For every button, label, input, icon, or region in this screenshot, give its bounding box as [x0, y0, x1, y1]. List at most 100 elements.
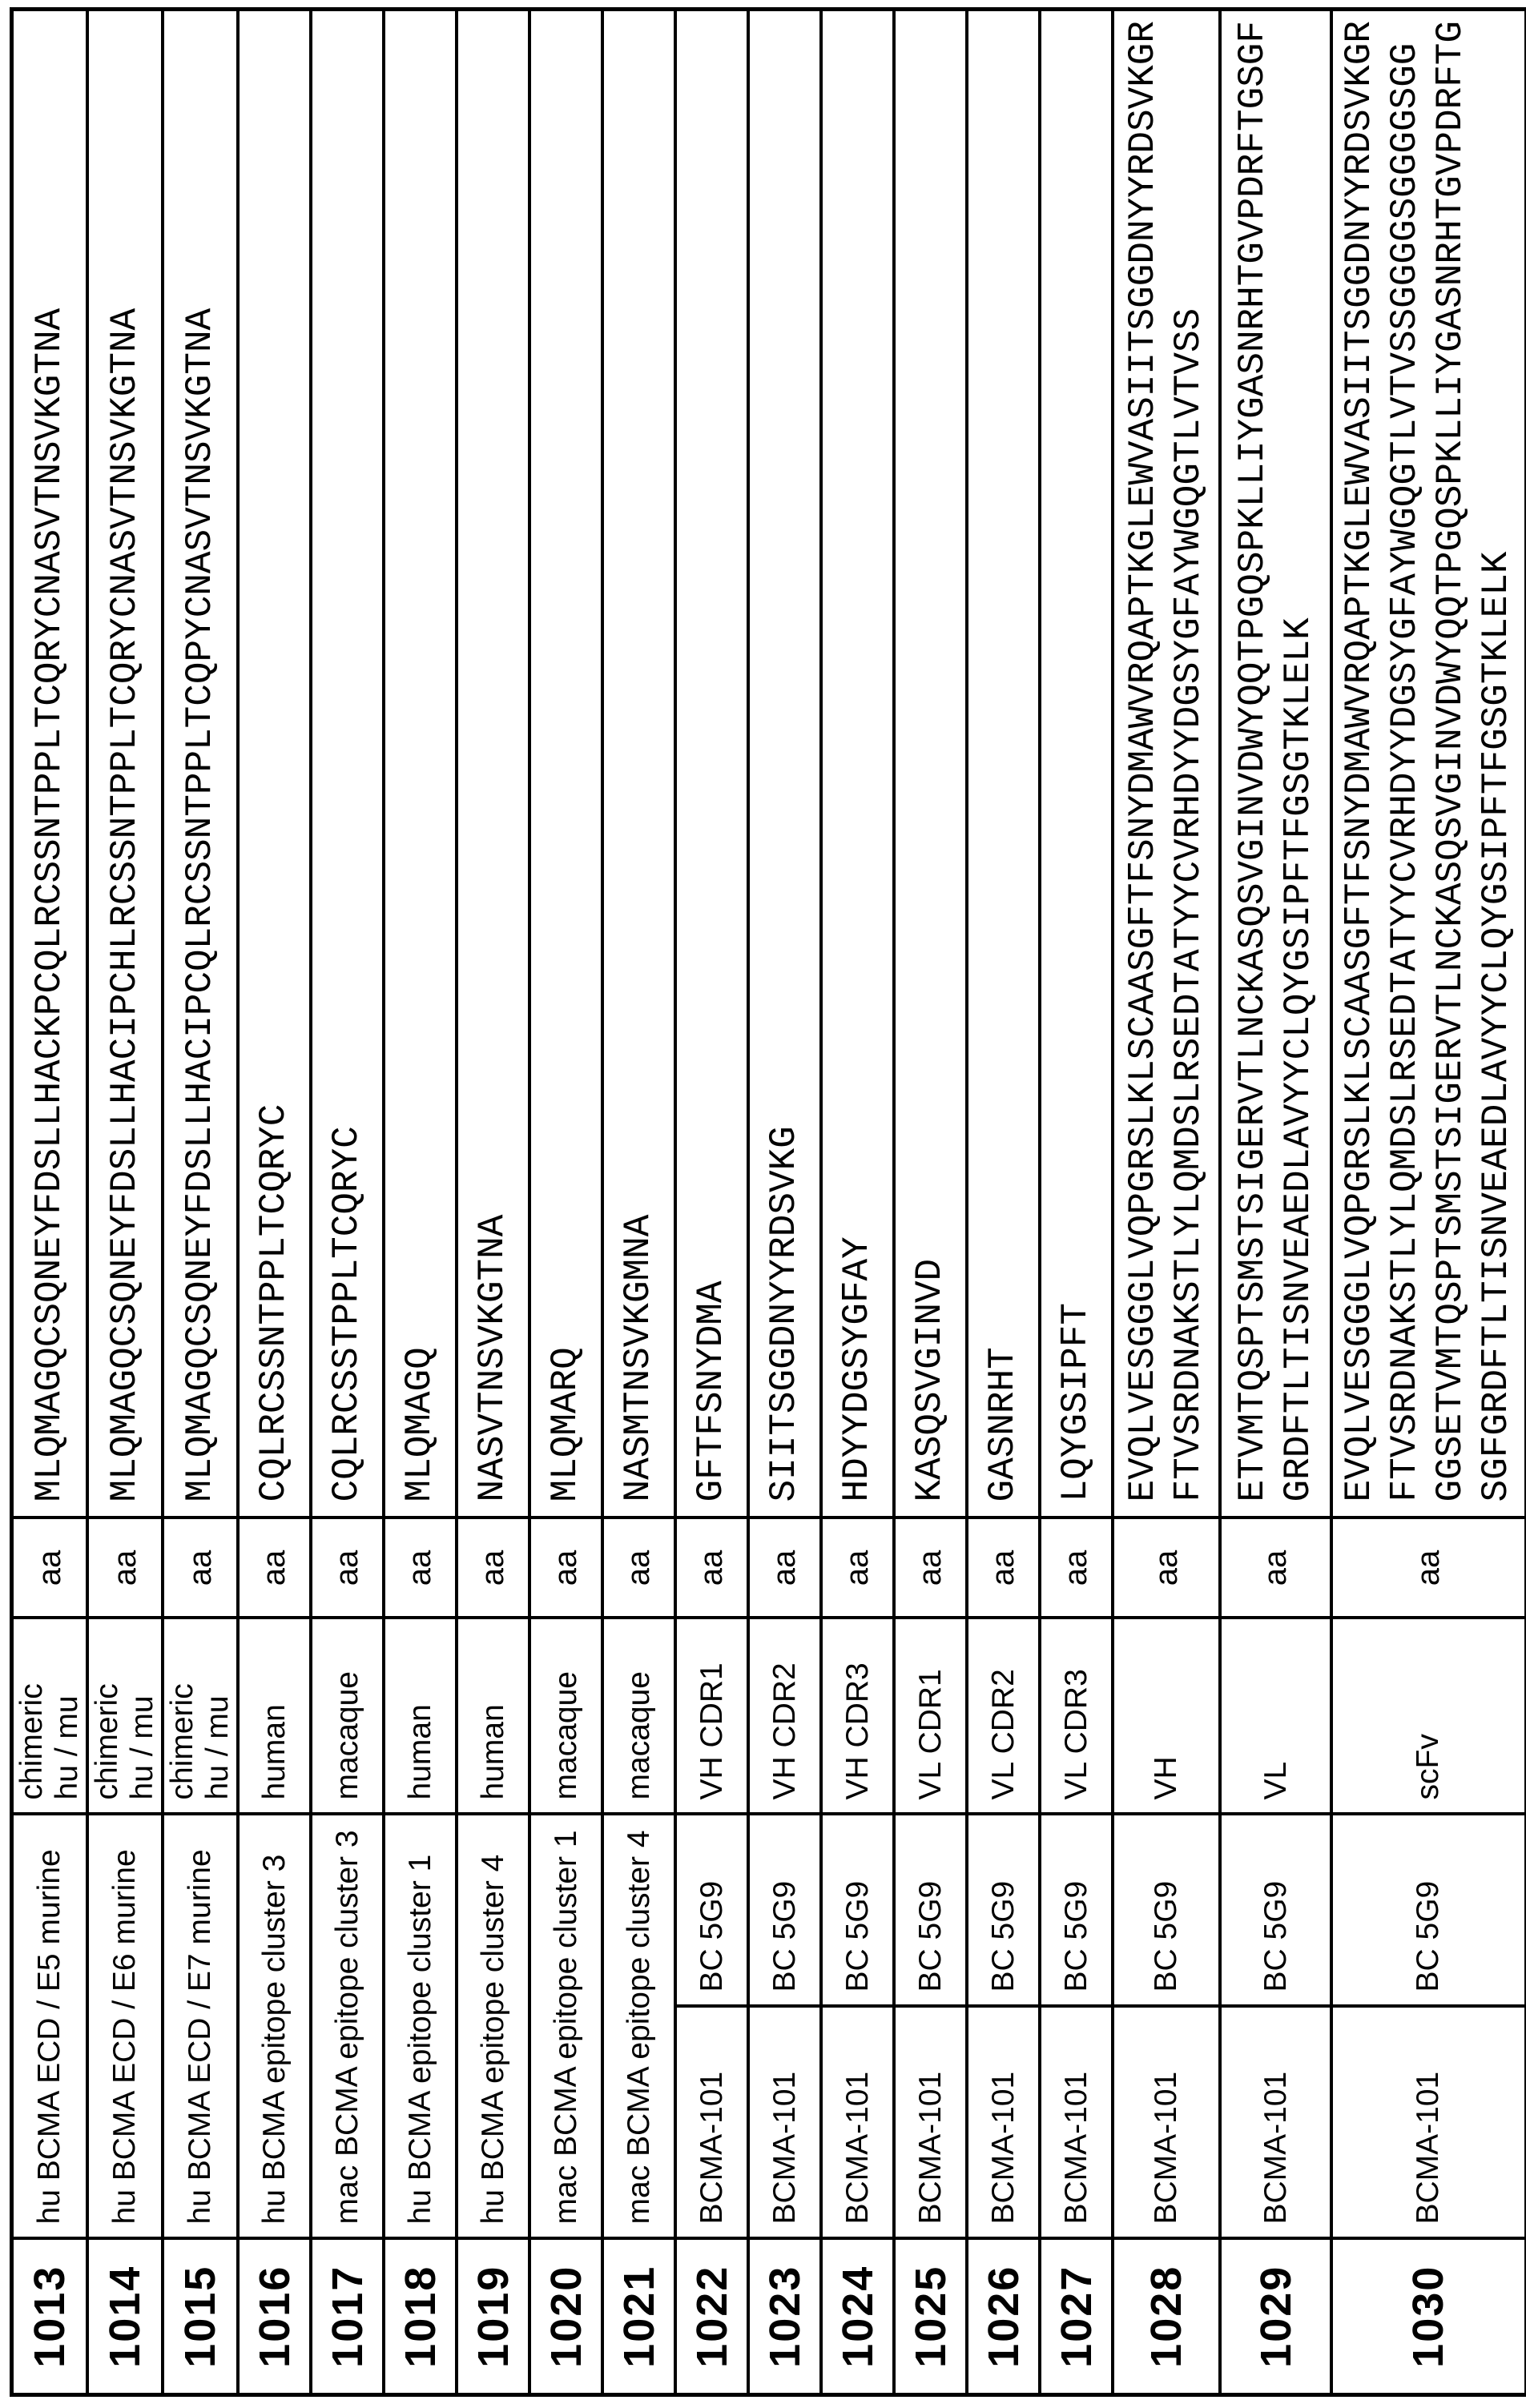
- clone-cell: BC 5G9: [1113, 1814, 1220, 2007]
- sequence-listing-table: 1013 hu BCMA ECD / E5 murine chimeric hu…: [10, 6, 1526, 2397]
- type-cell: VL CDR2: [967, 1618, 1040, 1815]
- molecule-type-cell: aa: [1113, 1518, 1220, 1618]
- sequence-cell: KASQSVGINVD: [894, 9, 967, 1518]
- name-cell: hu BCMA epitope cluster 1: [384, 1814, 457, 2239]
- name-cell: hu BCMA ECD / E6 murine: [87, 1814, 163, 2239]
- sequence-cell: MLQMARQ: [529, 9, 602, 1518]
- sequence-cell: MLQMAGQCSQNEYFDSLLHACIPCQLRCSSNTPPLTCQPY…: [163, 9, 238, 1518]
- sequence-cell: NASVTNSVKGTNA: [457, 9, 529, 1518]
- seq-id-cell: 1014: [87, 2238, 163, 2395]
- type-cell: VH CDR2: [748, 1618, 821, 1815]
- sequence-cell: EVQLVESGGGLVQPGRSLKLSCAASGFTFSNYDMAWVRQA…: [1331, 9, 1526, 1518]
- name-cell: mac BCMA epitope cluster 4: [602, 1814, 675, 2239]
- molecule-type-cell: aa: [967, 1518, 1040, 1618]
- table-row: 1015 hu BCMA ECD / E7 murine chimeric hu…: [163, 9, 238, 2395]
- sequence-cell: ETVMTQSPTSMSTSIGERVTLNCKASQSVGINVDWYQQTP…: [1220, 9, 1331, 1518]
- name-cell: hu BCMA ECD / E7 murine: [163, 1814, 238, 2239]
- molecule-type-cell: aa: [1331, 1518, 1526, 1618]
- seq-id-cell: 1025: [894, 2238, 967, 2395]
- seq-id-cell: 1017: [311, 2238, 384, 2395]
- sequence-cell: CQLRCSSTPPLTCQRYC: [311, 9, 384, 1518]
- type-cell: macaque: [311, 1618, 384, 1815]
- seq-id-cell: 1015: [163, 2238, 238, 2395]
- sequence-cell: MLQMAGQ: [384, 9, 457, 1518]
- table-row: 1029 BCMA-101 BC 5G9 VL aa ETVMTQSPTSMST…: [1220, 9, 1331, 2395]
- table-row: 1018 hu BCMA epitope cluster 1 human aa …: [384, 9, 457, 2395]
- clone-cell: BC 5G9: [821, 1814, 894, 2007]
- molecule-type-cell: aa: [457, 1518, 529, 1618]
- table-row: 1019 hu BCMA epitope cluster 4 human aa …: [457, 9, 529, 2395]
- type-cell: VL CDR3: [1040, 1618, 1113, 1815]
- seq-id-cell: 1026: [967, 2238, 1040, 2395]
- seq-id-cell: 1030: [1331, 2238, 1526, 2395]
- molecule-type-cell: aa: [163, 1518, 238, 1618]
- type-cell: human: [457, 1618, 529, 1815]
- molecule-type-cell: aa: [602, 1518, 675, 1618]
- seq-id-cell: 1023: [748, 2238, 821, 2395]
- type-cell: chimeric hu / mu: [11, 1618, 87, 1815]
- type-cell: macaque: [602, 1618, 675, 1815]
- clone-cell: BC 5G9: [748, 1814, 821, 2007]
- type-cell: human: [238, 1618, 311, 1815]
- molecule-type-cell: aa: [238, 1518, 311, 1618]
- molecule-type-cell: aa: [384, 1518, 457, 1618]
- table-row: 1020 mac BCMA epitope cluster 1 macaque …: [529, 9, 602, 2395]
- sequence-cell: MLQMAGQCSQNEYFDSLLHACIPCHLRCSSNTPPLTCQRY…: [87, 9, 163, 1518]
- table-row: 1014 hu BCMA ECD / E6 murine chimeric hu…: [87, 9, 163, 2395]
- sequence-cell: LQYGSIPFT: [1040, 9, 1113, 1518]
- type-cell: VL CDR1: [894, 1618, 967, 1815]
- clone-cell: BC 5G9: [967, 1814, 1040, 2007]
- table-row: 1017 mac BCMA epitope cluster 3 macaque …: [311, 9, 384, 2395]
- molecule-type-cell: aa: [821, 1518, 894, 1618]
- type-cell: scFv: [1331, 1618, 1526, 1815]
- table-row: 1030 BCMA-101 BC 5G9 scFv aa EVQLVESGGGL…: [1331, 9, 1526, 2395]
- type-cell: chimeric hu / mu: [87, 1618, 163, 1815]
- sequence-cell: CQLRCSSNTPPLTCQRYC: [238, 9, 311, 1518]
- table-row: 1025 BCMA-101 BC 5G9 VL CDR1 aa KASQSVGI…: [894, 9, 967, 2395]
- name-cell: BCMA-101: [748, 2006, 821, 2239]
- sequence-table-body: 1013 hu BCMA ECD / E5 murine chimeric hu…: [11, 9, 1526, 2395]
- type-cell: VH: [1113, 1618, 1220, 1815]
- name-cell: BCMA-101: [1040, 2006, 1113, 2239]
- sequence-cell: NASMTNSVKGMNA: [602, 9, 675, 1518]
- type-cell: VH CDR3: [821, 1618, 894, 1815]
- type-cell: chimeric hu / mu: [163, 1618, 238, 1815]
- sequence-cell: GASNRHT: [967, 9, 1040, 1518]
- seq-id-cell: 1020: [529, 2238, 602, 2395]
- name-cell: hu BCMA epitope cluster 3: [238, 1814, 311, 2239]
- sequence-cell: EVQLVESGGGLVQPGRSLKLSCAASGFTFSNYDMAWVRQA…: [1113, 9, 1220, 1518]
- seq-id-cell: 1027: [1040, 2238, 1113, 2395]
- name-cell: hu BCMA ECD / E5 murine: [11, 1814, 87, 2239]
- seq-id-cell: 1022: [675, 2238, 748, 2395]
- clone-cell: BC 5G9: [675, 1814, 748, 2007]
- name-cell: BCMA-101: [1331, 2006, 1526, 2239]
- seq-id-cell: 1029: [1220, 2238, 1331, 2395]
- seq-id-cell: 1021: [602, 2238, 675, 2395]
- molecule-type-cell: aa: [11, 1518, 87, 1618]
- name-cell: BCMA-101: [967, 2006, 1040, 2239]
- table-row: 1013 hu BCMA ECD / E5 murine chimeric hu…: [11, 9, 87, 2395]
- sequence-cell: MLQMAGQCSQNEYFDSLLHACKPCQLRCSSNTPPLTCQRY…: [11, 9, 87, 1518]
- clone-cell: BC 5G9: [1331, 1814, 1526, 2007]
- name-cell: BCMA-101: [894, 2006, 967, 2239]
- seq-id-cell: 1016: [238, 2238, 311, 2395]
- molecule-type-cell: aa: [1220, 1518, 1331, 1618]
- seq-id-cell: 1019: [457, 2238, 529, 2395]
- seq-id-cell: 1018: [384, 2238, 457, 2395]
- type-cell: human: [384, 1618, 457, 1815]
- sequence-cell: HDYYDGSYGFAY: [821, 9, 894, 1518]
- clone-cell: BC 5G9: [894, 1814, 967, 2007]
- molecule-type-cell: aa: [87, 1518, 163, 1618]
- table-row: 1016 hu BCMA epitope cluster 3 human aa …: [238, 9, 311, 2395]
- seq-id-cell: 1013: [11, 2238, 87, 2395]
- molecule-type-cell: aa: [748, 1518, 821, 1618]
- name-cell: mac BCMA epitope cluster 3: [311, 1814, 384, 2239]
- type-cell: VL: [1220, 1618, 1331, 1815]
- sequence-cell: SIITSGGDNYYRDSVKG: [748, 9, 821, 1518]
- seq-id-cell: 1028: [1113, 2238, 1220, 2395]
- name-cell: hu BCMA epitope cluster 4: [457, 1814, 529, 2239]
- name-cell: BCMA-101: [821, 2006, 894, 2239]
- rotated-table-container: 1013 hu BCMA ECD / E5 murine chimeric hu…: [10, 6, 1526, 2397]
- name-cell: mac BCMA epitope cluster 1: [529, 1814, 602, 2239]
